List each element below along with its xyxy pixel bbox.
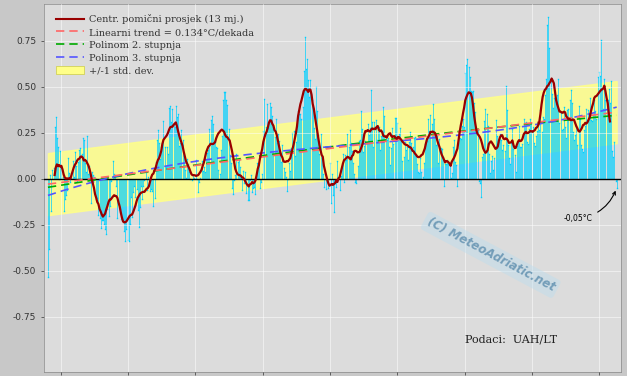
Text: -0,05°C: -0,05°C bbox=[564, 192, 615, 223]
Text: Podaci:  UAH/LT: Podaci: UAH/LT bbox=[465, 335, 557, 345]
Legend: Centr. pomični prosjek (13 mj.), Linearni trend = 0.134°C/dekada, Polinom 2. stu: Centr. pomični prosjek (13 mj.), Linearn… bbox=[55, 12, 255, 77]
Text: (C) MeteoAdriatic.net: (C) MeteoAdriatic.net bbox=[424, 215, 557, 294]
